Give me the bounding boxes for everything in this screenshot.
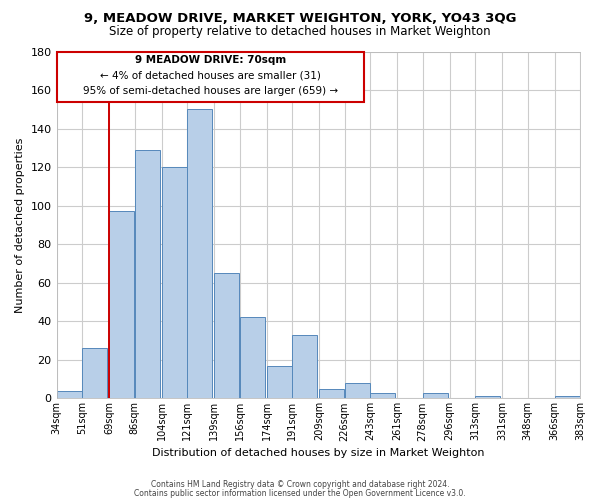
Text: Contains public sector information licensed under the Open Government Licence v3: Contains public sector information licen…: [134, 488, 466, 498]
X-axis label: Distribution of detached houses by size in Market Weighton: Distribution of detached houses by size …: [152, 448, 485, 458]
Text: Contains HM Land Registry data © Crown copyright and database right 2024.: Contains HM Land Registry data © Crown c…: [151, 480, 449, 489]
Bar: [370, 392, 395, 398]
Bar: [57, 390, 82, 398]
Bar: [82, 348, 107, 399]
Bar: [319, 389, 344, 398]
Bar: [162, 167, 187, 398]
Text: 95% of semi-detached houses are larger (659) →: 95% of semi-detached houses are larger (…: [83, 86, 338, 96]
Text: ← 4% of detached houses are smaller (31): ← 4% of detached houses are smaller (31): [100, 71, 321, 81]
Bar: [214, 273, 239, 398]
Bar: [187, 110, 212, 399]
Text: 9, MEADOW DRIVE, MARKET WEIGHTON, YORK, YO43 3QG: 9, MEADOW DRIVE, MARKET WEIGHTON, YORK, …: [84, 12, 516, 26]
Bar: [555, 396, 580, 398]
Bar: [109, 212, 134, 398]
Bar: [292, 335, 317, 398]
Bar: [267, 366, 292, 398]
Text: 9 MEADOW DRIVE: 70sqm: 9 MEADOW DRIVE: 70sqm: [134, 56, 286, 66]
Text: Size of property relative to detached houses in Market Weighton: Size of property relative to detached ho…: [109, 25, 491, 38]
Bar: [240, 318, 265, 398]
Bar: [423, 392, 448, 398]
Bar: [475, 396, 500, 398]
Y-axis label: Number of detached properties: Number of detached properties: [15, 138, 25, 312]
FancyBboxPatch shape: [56, 52, 364, 102]
Bar: [135, 150, 160, 398]
Bar: [345, 383, 370, 398]
